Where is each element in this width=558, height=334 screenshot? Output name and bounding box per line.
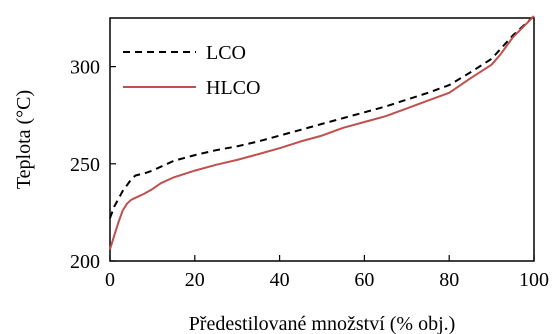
axis-ticks: 0 20 40 60 80 100 200 250 300 — [70, 57, 549, 291]
y-tick-label: 250 — [70, 154, 100, 176]
legend: LCO HLCO — [123, 42, 260, 99]
plot-area — [109, 17, 535, 262]
series-line-lco — [109, 15, 535, 219]
legend-label-lco: LCO — [206, 42, 246, 64]
x-axis-title: Předestilované množství (% obj.) — [189, 313, 456, 334]
legend-label-hlco: HLCO — [206, 77, 260, 99]
x-tick-label: 40 — [270, 269, 290, 291]
x-tick-label: 0 — [105, 269, 115, 291]
y-tick-label: 200 — [70, 251, 100, 273]
x-tick-label: 60 — [354, 269, 374, 291]
series-group — [109, 15, 535, 250]
x-tick-label: 20 — [185, 269, 205, 291]
y-axis-title: Teplota (°C) — [13, 90, 35, 189]
x-tick-label: 100 — [519, 269, 549, 291]
series-line-hlco — [109, 15, 535, 250]
y-tick-label: 300 — [70, 57, 100, 79]
x-tick-label: 80 — [439, 269, 459, 291]
